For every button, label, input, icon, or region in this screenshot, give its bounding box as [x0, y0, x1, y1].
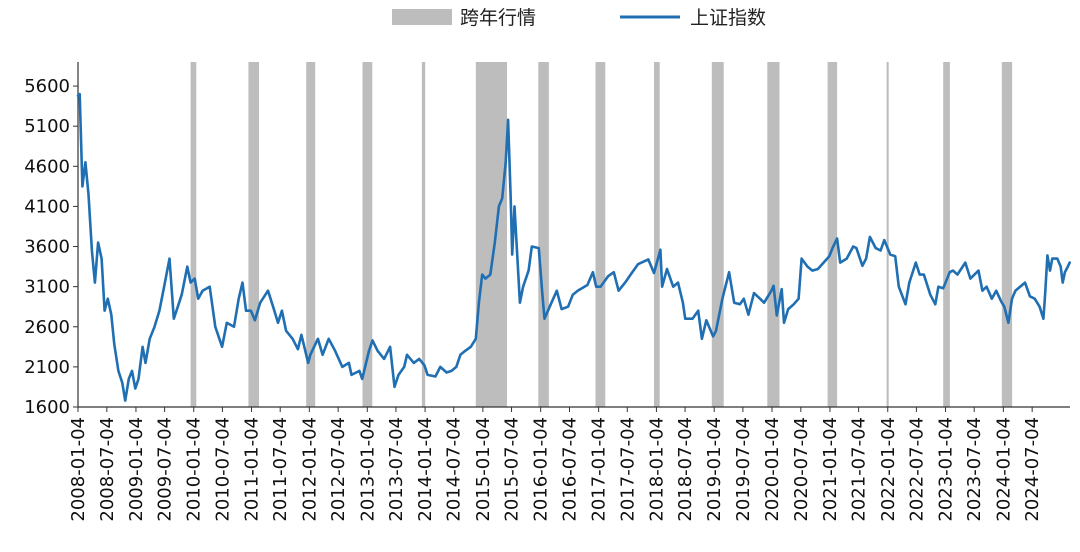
x-tick-label: 2014-01-04: [415, 417, 436, 522]
band-rect: [421, 62, 426, 407]
band-rect: [538, 62, 549, 407]
x-tick-label: 2011-01-04: [242, 417, 263, 522]
legend: 跨年行情 上证指数: [392, 7, 766, 29]
x-tick-label: 2010-01-04: [184, 417, 205, 522]
axes: 1600 2100 2600 3100 3600 4100 4600 5100 5600 2008…: [24, 62, 1070, 522]
x-tick-label: 2019-01-04: [704, 417, 725, 522]
legend-band-swatch: [392, 9, 452, 25]
x-tick-label: 2024-07-04: [1022, 417, 1043, 522]
x-tick-label: 2009-01-04: [126, 417, 147, 522]
band-rect: [1001, 62, 1013, 407]
y-tick-label: 1600: [24, 397, 70, 418]
x-tick-label: 2015-01-04: [473, 417, 494, 522]
band-rect: [711, 62, 724, 407]
legend-band-label: 跨年行情: [460, 7, 536, 29]
band-rect: [362, 62, 373, 407]
x-tick-label: 2022-01-04: [878, 417, 899, 522]
y-tick-label: 5600: [24, 76, 70, 97]
y-tick-label: 2600: [24, 317, 70, 338]
x-tick-label: 2016-01-04: [531, 417, 552, 522]
x-tick-label: 2021-07-04: [849, 417, 870, 522]
x-tick-label: 2012-07-04: [328, 417, 349, 522]
x-tick-label: 2024-01-04: [993, 417, 1014, 522]
band-rect: [306, 62, 316, 407]
x-tick-label: 2009-07-04: [155, 417, 176, 522]
x-tick-label: 2018-07-04: [675, 417, 696, 522]
x-tick-label: 2023-07-04: [964, 417, 985, 522]
band-rect: [475, 62, 507, 407]
x-tick-label: 2022-07-04: [906, 417, 927, 522]
y-tick-label: 4600: [24, 156, 70, 177]
x-tick-label: 2018-01-04: [646, 417, 667, 522]
x-tick-label: 2020-01-04: [762, 417, 783, 522]
x-tick-label: 2015-07-04: [502, 417, 523, 522]
x-tick-label: 2020-07-04: [791, 417, 812, 522]
y-tick-label: 3600: [24, 237, 70, 258]
band-rect: [595, 62, 606, 407]
series-group: [76, 92, 1071, 402]
series-line: [76, 92, 1071, 402]
x-tick-label: 2021-01-04: [820, 417, 841, 522]
x-tick-label: 2014-07-04: [444, 417, 465, 522]
legend-line-label: 上证指数: [690, 7, 766, 29]
x-tick-label: 2017-01-04: [589, 417, 610, 522]
y-tick-label: 3100: [24, 277, 70, 298]
band-rect: [943, 62, 950, 407]
y-tick-label: 2100: [24, 357, 70, 378]
band-rect: [190, 62, 197, 407]
band-group: [190, 62, 1013, 407]
x-tick-label: 2013-01-04: [357, 417, 378, 522]
x-tick-label: 2008-07-04: [97, 417, 118, 522]
band-rect: [827, 62, 838, 407]
x-tick-label: 2019-07-04: [733, 417, 754, 522]
band-rect: [767, 62, 780, 407]
x-tick-label: 2016-07-04: [559, 417, 580, 522]
x-tick-label: 2012-01-04: [299, 417, 320, 522]
x-tick-label: 2011-07-04: [270, 417, 291, 522]
x-tick-label: 2010-07-04: [212, 417, 233, 522]
y-tick-label: 4100: [24, 196, 70, 217]
x-tick-label: 2008-01-04: [68, 417, 89, 522]
band-rect: [248, 62, 259, 407]
band-rect: [654, 62, 660, 407]
y-tick-label: 5100: [24, 116, 70, 137]
x-tick-label: 2017-07-04: [617, 417, 638, 522]
x-tick-label: 2013-07-04: [386, 417, 407, 522]
x-tick-label: 2023-01-04: [936, 417, 957, 522]
band-rect: [886, 62, 889, 407]
